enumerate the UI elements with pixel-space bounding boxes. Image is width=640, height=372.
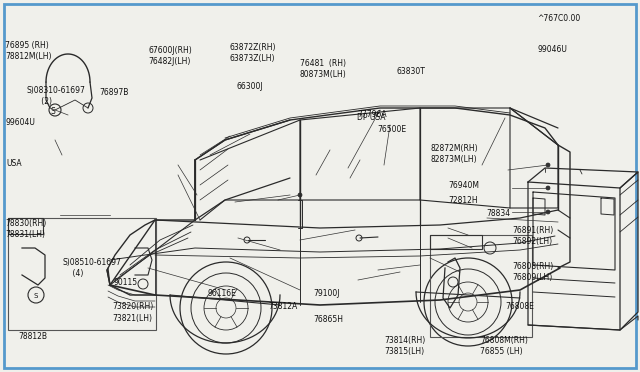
Text: 78830(RH)
78831(LH): 78830(RH) 78831(LH) [5, 219, 46, 239]
Text: ^767C0.00: ^767C0.00 [538, 14, 581, 23]
Text: 63830T: 63830T [397, 67, 426, 76]
Text: 73814(RH)
73815(LH): 73814(RH) 73815(LH) [384, 336, 425, 356]
Text: 96116E: 96116E [208, 289, 237, 298]
Text: 73812A: 73812A [269, 302, 298, 311]
Text: 76940M: 76940M [448, 181, 479, 190]
Text: 66300J: 66300J [237, 82, 264, 91]
Text: 76808M(RH)
76855 (LH): 76808M(RH) 76855 (LH) [480, 336, 528, 356]
Text: 76891(RH)
76892(LH): 76891(RH) 76892(LH) [512, 226, 553, 246]
Text: USA: USA [6, 159, 22, 168]
Text: 76808E: 76808E [506, 302, 534, 311]
Circle shape [546, 210, 550, 214]
Text: 79100J: 79100J [314, 289, 340, 298]
Text: 76500E: 76500E [378, 125, 407, 134]
Text: 67600J(RH)
76482J(LH): 67600J(RH) 76482J(LH) [148, 46, 192, 66]
Text: 76481  (RH)
80873M(LH): 76481 (RH) 80873M(LH) [300, 59, 346, 79]
Text: DP USA: DP USA [357, 113, 386, 122]
Text: 76808(RH)
76809(LH): 76808(RH) 76809(LH) [512, 262, 553, 282]
Text: 99046U: 99046U [538, 45, 568, 54]
Text: 78834: 78834 [486, 209, 511, 218]
Bar [8, 218, 43, 234]
Text: 90115: 90115 [114, 278, 138, 287]
Text: 76897B: 76897B [99, 88, 129, 97]
Circle shape [546, 163, 550, 167]
Text: S: S [34, 293, 38, 299]
Bar [8, 218, 156, 330]
Text: 73820(RH)
73821(LH): 73820(RH) 73821(LH) [112, 302, 153, 323]
Text: 99604U: 99604U [5, 118, 35, 126]
Text: 76895 (RH)
78812M(LH): 76895 (RH) 78812M(LH) [5, 41, 52, 61]
Bar [430, 235, 532, 337]
Text: 76865H: 76865H [314, 315, 344, 324]
Text: S: S [51, 106, 56, 115]
Text: 78812B: 78812B [18, 332, 47, 341]
Circle shape [546, 186, 550, 190]
Text: 77796A: 77796A [357, 110, 387, 119]
Circle shape [298, 193, 302, 197]
Text: 63872Z(RH)
63873Z(LH): 63872Z(RH) 63873Z(LH) [229, 43, 276, 63]
Text: 72812H: 72812H [448, 196, 477, 205]
Text: 82872M(RH)
82873M(LH): 82872M(RH) 82873M(LH) [430, 144, 477, 164]
Text: S)08510-61697
    (4): S)08510-61697 (4) [63, 258, 122, 278]
Text: S)08310-61697
      (2): S)08310-61697 (2) [27, 86, 86, 106]
Bar [430, 235, 482, 249]
